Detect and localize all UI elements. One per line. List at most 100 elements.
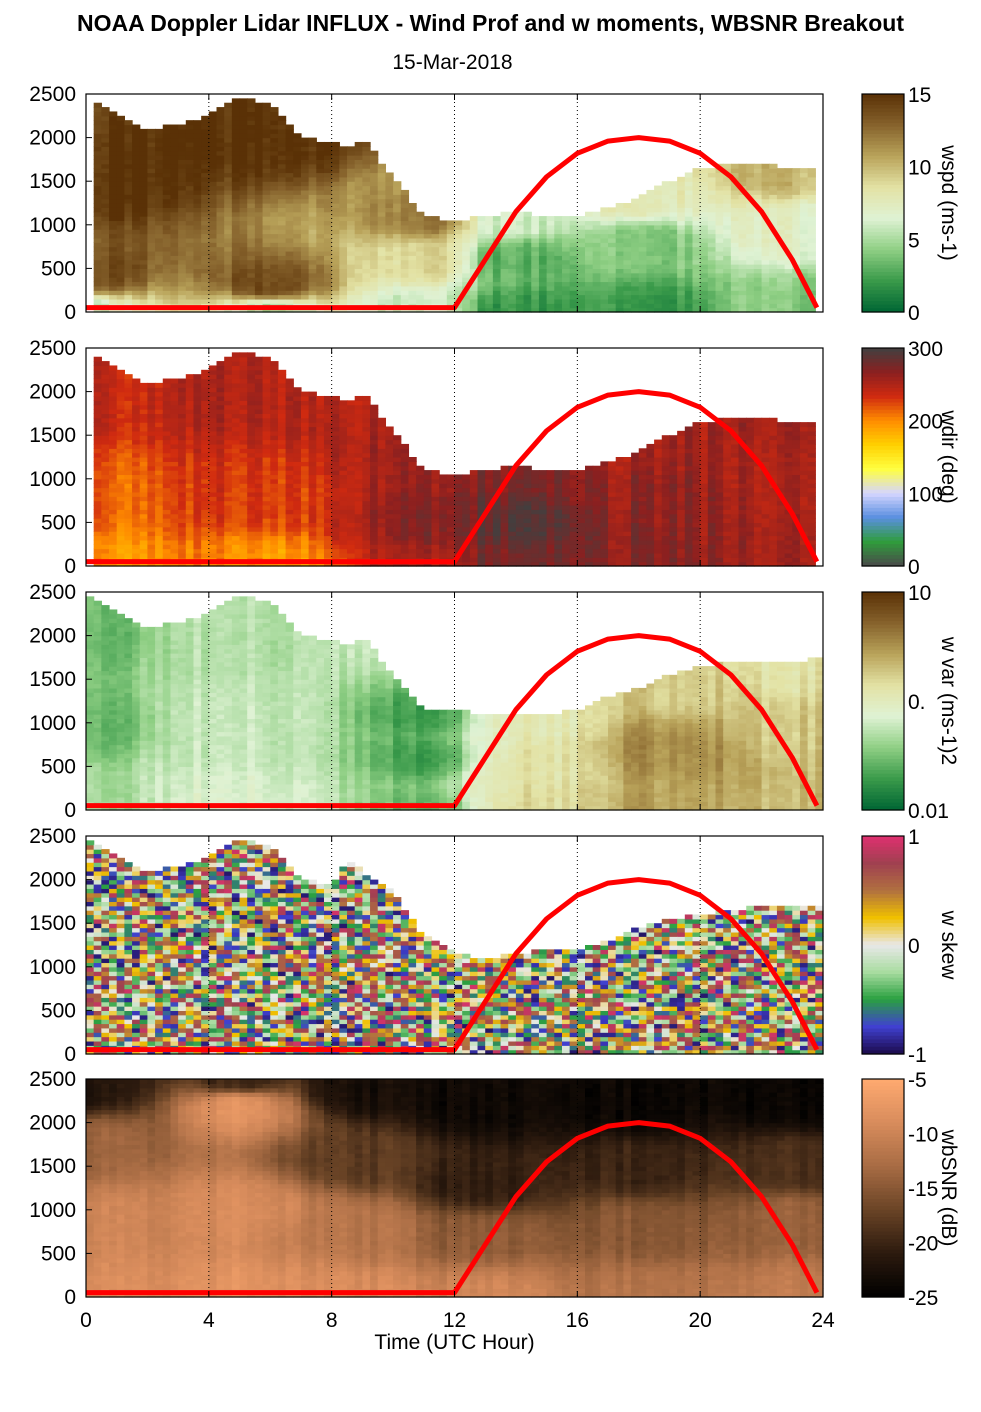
heatmap-cell — [316, 400, 325, 406]
heatmap-cell — [109, 307, 118, 313]
heatmap-cell — [308, 163, 317, 169]
heatmap-cell — [370, 250, 379, 256]
heatmap-cell — [124, 548, 133, 554]
heatmap-cell — [554, 277, 563, 283]
heatmap-cell — [323, 404, 333, 410]
heatmap-cell — [677, 307, 686, 313]
heatmap-cell — [116, 382, 125, 388]
heatmap-cell — [316, 277, 325, 283]
heatmap-cell — [538, 268, 548, 274]
heatmap-cell — [654, 189, 663, 195]
heatmap-cell — [684, 194, 694, 200]
heatmap-cell — [170, 133, 179, 139]
heatmap-cell — [454, 242, 463, 248]
heatmap-cell — [707, 224, 717, 230]
heatmap-cell — [124, 290, 133, 296]
heatmap-cell — [224, 272, 233, 278]
heatmap-cell — [155, 268, 164, 274]
heatmap-cell — [669, 264, 678, 269]
heatmap-cell — [231, 470, 241, 476]
heatmap-cell — [139, 435, 149, 441]
heatmap-cell — [193, 237, 202, 243]
heatmap-cell — [201, 465, 210, 471]
heatmap-cell — [93, 443, 102, 449]
heatmap-cell — [608, 255, 617, 261]
heatmap-cell — [216, 290, 225, 296]
heatmap-cell — [101, 150, 110, 156]
heatmap-cell — [101, 220, 110, 226]
heatmap-cell — [101, 452, 110, 458]
heatmap-cell — [492, 255, 502, 261]
heatmap-cell — [201, 290, 210, 296]
heatmap-cell — [239, 395, 248, 401]
heatmap-cell — [208, 391, 218, 397]
heatmap-cell — [477, 307, 486, 313]
heatmap-cell — [523, 220, 532, 226]
heatmap-cell — [162, 146, 172, 152]
heatmap-cell — [185, 155, 195, 160]
heatmap-cell — [216, 439, 225, 445]
heatmap-cell — [300, 250, 310, 256]
heatmap-cell — [239, 281, 248, 287]
heatmap-cell — [262, 561, 271, 567]
heatmap-cell — [469, 285, 479, 291]
heatmap-cell — [638, 194, 648, 200]
heatmap-cell — [293, 387, 302, 393]
colorbar-swatch — [862, 101, 904, 106]
heatmap-cell — [423, 242, 433, 248]
heatmap-cell — [231, 290, 241, 296]
heatmap-cell — [178, 233, 187, 239]
heatmap-cell — [139, 224, 149, 230]
heatmap-cell — [776, 176, 786, 182]
heatmap-cell — [323, 298, 333, 304]
heatmap-cell — [393, 487, 402, 493]
heatmap-cell — [393, 452, 402, 458]
heatmap-cell — [308, 400, 317, 406]
heatmap-cell — [170, 513, 179, 519]
heatmap-cell — [170, 159, 179, 165]
heatmap-cell — [339, 461, 348, 467]
heatmap-cell — [577, 290, 586, 296]
heatmap-cell — [239, 242, 248, 248]
heatmap-cell — [531, 246, 540, 252]
heatmap-cell — [592, 298, 601, 304]
heatmap-cell — [354, 513, 363, 519]
heatmap-cell — [331, 220, 340, 226]
heatmap-cell — [485, 298, 494, 304]
heatmap-cell — [308, 518, 317, 523]
heatmap-cell — [170, 404, 179, 410]
heatmap-cell — [254, 483, 264, 489]
heatmap-cell — [423, 216, 433, 222]
heatmap-cell — [116, 400, 125, 406]
heatmap-cell — [400, 535, 410, 541]
heatmap-cell — [216, 478, 225, 484]
heatmap-cell — [784, 185, 793, 191]
heatmap-cell — [170, 491, 179, 497]
heatmap-cell — [316, 504, 325, 510]
heatmap-cell — [224, 137, 233, 143]
heatmap-cell — [738, 255, 747, 261]
heatmap-cell — [139, 176, 149, 182]
heatmap-cell — [400, 448, 410, 454]
heatmap-cell — [132, 504, 141, 510]
heatmap-cell — [323, 207, 333, 213]
heatmap-cell — [262, 107, 271, 113]
heatmap-cell — [239, 500, 248, 506]
heatmap-cell — [316, 452, 325, 458]
heatmap-cell — [753, 181, 763, 187]
heatmap-cell — [93, 268, 102, 274]
heatmap-cell — [262, 387, 271, 393]
heatmap-cell — [300, 448, 310, 454]
heatmap-cell — [178, 395, 187, 401]
heatmap-cell — [308, 535, 317, 541]
heatmap-cell — [684, 198, 694, 204]
heatmap-cell — [208, 268, 218, 274]
heatmap-cell — [124, 264, 133, 269]
heatmap-cell — [139, 155, 149, 160]
heatmap-cell — [254, 255, 264, 261]
heatmap-cell — [354, 400, 363, 406]
heatmap-cell — [239, 518, 248, 523]
heatmap-cell — [116, 242, 125, 248]
heatmap-cell — [139, 237, 149, 243]
heatmap-cell — [446, 224, 456, 230]
